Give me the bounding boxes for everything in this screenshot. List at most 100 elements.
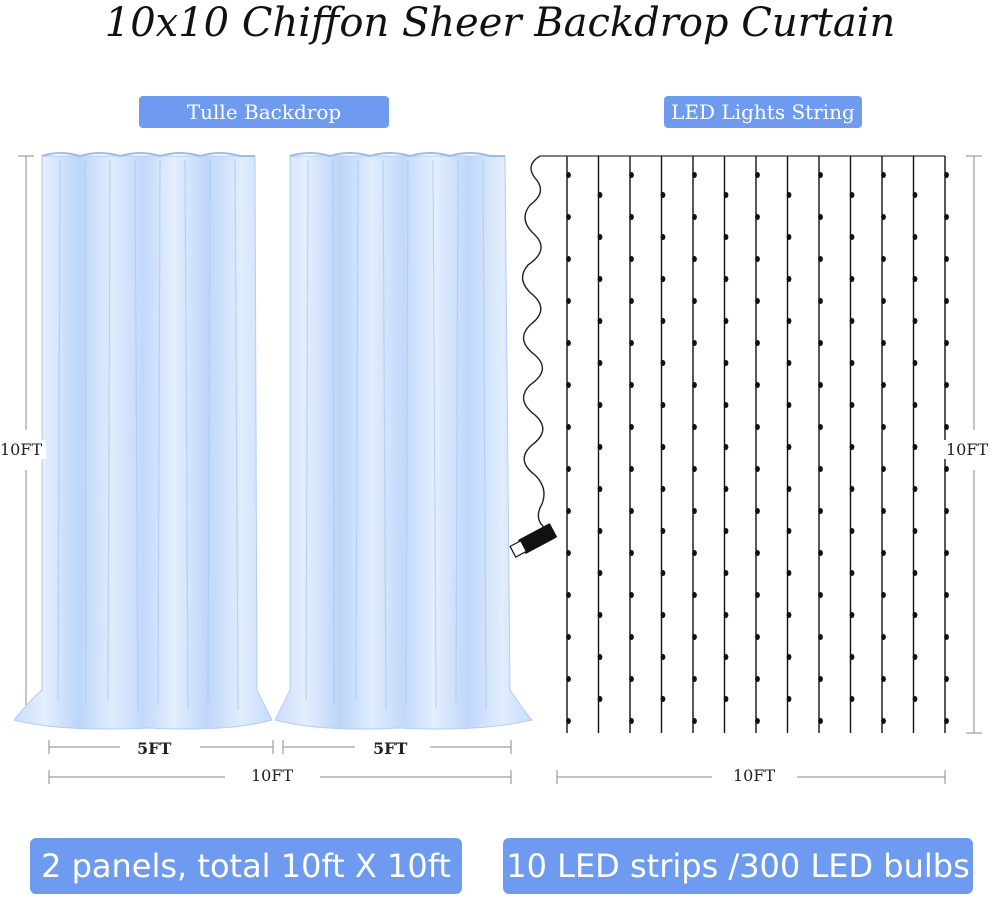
led-bulb [692,424,697,430]
led-bulb [881,424,886,430]
led-bulb [660,612,666,618]
led-bulb [660,696,666,702]
led-bulb [692,256,697,262]
height-label-right: 10FT [942,440,993,459]
led-bulb [692,382,697,388]
led-bulb [881,172,886,178]
led-bulb [566,172,571,178]
led-bulb [881,298,886,304]
led-bulb [881,466,886,472]
led-bulb [849,612,855,618]
led-bulb [597,276,603,282]
led-bulb [755,256,760,262]
led-bulb [629,508,634,514]
led-bulb [597,360,603,366]
curtain-panel-left [13,152,273,730]
total-width-label-right: 10FT [729,766,780,785]
led-bulb [723,696,729,702]
led-bulb [881,718,886,724]
curtain-panel-right [274,152,533,730]
led-bulb [723,360,729,366]
height-label-left: 10FT [0,440,47,459]
led-bulb [566,676,571,682]
led-bulb [786,486,792,492]
led-bulb [597,570,603,576]
led-bulb [692,466,697,472]
width-dimension-lines [48,740,946,784]
led-bulb [660,276,666,282]
led-bulb [660,444,666,450]
led-lights-string-label: LED Lights String [664,96,862,128]
led-bulb [755,592,760,598]
led-bulb [629,172,634,178]
led-bulb [944,466,949,472]
led-bulb [818,340,823,346]
led-bulb [881,508,886,514]
tulle-backdrop-label: Tulle Backdrop [139,96,389,128]
led-bulb [692,508,697,514]
led-bulb [912,486,918,492]
led-bulb [786,234,792,240]
led-bulb [723,318,729,324]
led-bulb [629,676,634,682]
usb-power-cable [521,155,546,529]
height-dimension-right [966,155,982,734]
led-bulb [723,276,729,282]
led-bulb [881,340,886,346]
led-bulb [786,570,792,576]
led-bulb [849,528,855,534]
led-bulb [944,298,949,304]
led-bulb [818,592,823,598]
led-bulb [566,298,571,304]
led-bulb [912,654,918,660]
led-bulb [566,718,571,724]
led-bulb [944,214,949,220]
led-bulb [881,550,886,556]
led-bulb [660,528,666,534]
led-bulb [755,298,760,304]
led-bulb [881,634,886,640]
led-bulb [597,528,603,534]
led-bulb [660,192,666,198]
led-bulb [912,612,918,618]
led-bulb [786,192,792,198]
led-bulb [818,172,823,178]
led-bulb [849,570,855,576]
led-bulb [597,696,603,702]
led-bulb [818,718,823,724]
led-bulb [755,676,760,682]
led-bulb [849,444,855,450]
led-bulb [912,570,918,576]
led-bulb [692,298,697,304]
led-bulb [723,612,729,618]
led-bulb [597,612,603,618]
led-bulb [566,340,571,346]
led-bulb [723,654,729,660]
led-bulb [755,466,760,472]
led-bulb [818,634,823,640]
led-bulb [786,318,792,324]
led-bulb [849,486,855,492]
led-bulb [786,612,792,618]
led-bulb [692,172,697,178]
led-bulb [629,382,634,388]
led-info-badge: 10 LED strips /300 LED bulbs [503,838,973,894]
led-bulb [944,676,949,682]
led-bulb [944,340,949,346]
led-bulb [786,276,792,282]
led-bulb [566,466,571,472]
led-bulb [912,318,918,324]
led-bulb [692,214,697,220]
led-bulb [566,550,571,556]
page-title: 10x10 Chiffon Sheer Backdrop Curtain [104,0,896,46]
led-bulb [566,424,571,430]
led-bulb [944,592,949,598]
led-bulb [944,550,949,556]
led-bulb [597,444,603,450]
led-bulb [692,550,697,556]
led-bulb [755,718,760,724]
led-bulb [629,718,634,724]
panels-info-badge: 2 panels, total 10ft X 10ft [30,838,462,894]
led-bulb [755,634,760,640]
height-dimension-left [18,155,34,705]
